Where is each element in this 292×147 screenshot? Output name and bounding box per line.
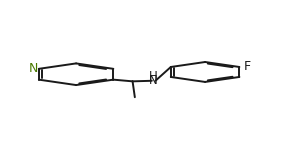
Text: F: F	[244, 60, 251, 73]
Text: H: H	[149, 70, 158, 83]
Text: N: N	[29, 62, 38, 75]
Text: N: N	[149, 74, 158, 87]
